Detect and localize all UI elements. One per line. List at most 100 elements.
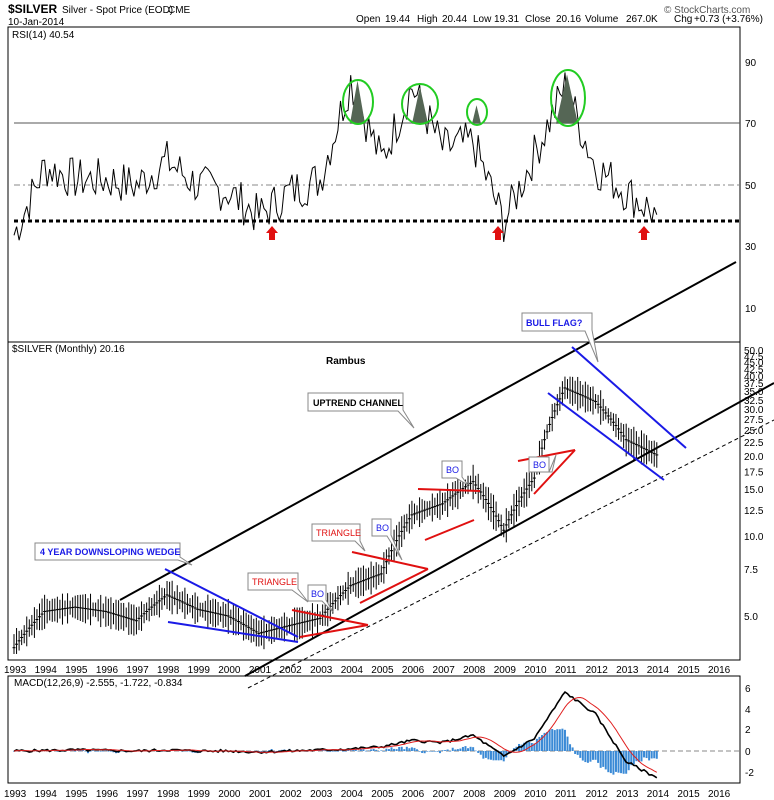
macd-hist-bar: [273, 751, 276, 752]
macd-panel-label: MACD(12,26,9) -2.555, -1.722, -0.834: [14, 678, 183, 689]
price-tick-label: 40.0: [744, 372, 764, 383]
macd-hist-bar: [614, 751, 617, 772]
open-label: Open: [356, 14, 380, 25]
macd-hist-bar: [597, 751, 600, 763]
macd-hist-bar: [365, 750, 367, 752]
x-tick-label: 1998: [157, 665, 180, 676]
x-tick-label: 2002: [279, 665, 302, 676]
macd-hist-bar: [535, 738, 538, 751]
x-tick-label: 2013: [616, 665, 639, 676]
price-tick-label: 17.5: [744, 467, 764, 478]
x-tick-label: 2013: [616, 789, 639, 800]
macd-hist-bar: [278, 750, 281, 751]
x-tick-label: 2000: [218, 665, 241, 676]
macd-hist-bar: [543, 732, 546, 751]
macd-hist-bar: [395, 749, 398, 751]
rsi-peak-fill: [472, 105, 481, 124]
macd-hist-bar: [484, 751, 487, 758]
bo2-label: BO: [376, 523, 389, 533]
macd-hist-bar: [589, 751, 592, 762]
rsi-peak-fill: [350, 80, 365, 124]
macd-tick-2: 2: [745, 725, 751, 736]
macd-hist-bar: [648, 751, 651, 761]
price-tick-label: 20.0: [744, 452, 764, 463]
author-label: Rambus: [326, 356, 366, 367]
x-tick-label: 2008: [463, 665, 486, 676]
x-tick-label: 2007: [433, 665, 456, 676]
macd-hist-bar: [385, 748, 388, 751]
macd-tick-4: 4: [745, 705, 751, 716]
macd-hist-bar: [650, 751, 653, 759]
macd-hist-bar: [604, 751, 607, 770]
rsi-support-arrow-3: [638, 226, 650, 240]
x-tick-label: 2016: [708, 789, 731, 800]
x-tick-label: 2009: [494, 789, 517, 800]
x-tick-label: 2010: [524, 665, 547, 676]
range-lower-line: [424, 519, 475, 541]
volume-value: 267.0K: [626, 14, 658, 25]
macd-hist-bar: [94, 751, 97, 752]
low-value: 19.31: [494, 14, 519, 25]
macd-hist-bar: [99, 751, 102, 752]
rsi-peak-fill: [412, 86, 428, 124]
macd-signal-line: [13, 696, 658, 773]
macd-hist-bar: [637, 751, 640, 762]
price-tick-label: 42.5: [744, 365, 764, 376]
macd-hist-bar: [97, 751, 100, 752]
macd-hist-bar: [265, 751, 268, 752]
macd-hist-bar: [477, 751, 480, 753]
macd-hist-bar: [109, 751, 112, 752]
triangle1-label: TRIANGLE: [252, 577, 297, 587]
macd-hist-bar: [324, 750, 327, 752]
x-tick-label: 1996: [96, 789, 119, 800]
macd-hist-bar: [640, 751, 643, 762]
macd-hist-bar: [416, 749, 419, 751]
macd-hist-bar: [189, 750, 191, 752]
macd-hist-bar: [581, 751, 584, 761]
macd-hist-bar: [163, 750, 166, 752]
macd-hist-bar: [479, 751, 482, 755]
macd-hist-bar: [339, 750, 342, 751]
price-tick-label: 5.0: [744, 612, 758, 623]
bo3-label: BO: [446, 465, 459, 475]
macd-hist-bar: [418, 751, 421, 752]
macd-hist-bar: [561, 728, 564, 751]
macd-hist-bar: [92, 750, 95, 752]
x-tick-label: 2005: [371, 789, 394, 800]
macd-hist-bar: [342, 751, 345, 752]
macd-hist-bar: [444, 750, 447, 751]
rsi-tick-10: 10: [745, 304, 757, 315]
macd-hist-bar: [84, 750, 87, 752]
price-tick-label: 50.0: [744, 346, 764, 357]
macd-hist-bar: [347, 749, 350, 751]
macd-hist-bar: [359, 748, 362, 751]
rsi-panel-label: RSI(14) 40.54: [12, 30, 75, 41]
macd-hist-bar: [112, 751, 115, 753]
macd-hist-bar: [89, 751, 92, 752]
rsi-tick-90: 90: [745, 58, 757, 69]
macd-hist-bar: [446, 749, 449, 751]
macd-hist-bar: [400, 746, 403, 751]
macd-hist-bar: [104, 750, 107, 752]
uptrend-label: UPTREND CHANNEL: [313, 398, 404, 408]
macd-tick-6: 6: [745, 684, 751, 695]
macd-hist-bar: [571, 747, 574, 751]
x-tick-label: 1993: [4, 789, 27, 800]
wedge-upper-line: [164, 568, 299, 638]
bo4-label: BO: [533, 460, 546, 470]
x-tick-label: 2001: [249, 665, 272, 676]
macd-hist-bar: [428, 750, 431, 752]
x-tick-label: 1996: [96, 665, 119, 676]
macd-hist-bar: [380, 750, 383, 752]
rsi-support-arrow-1: [266, 226, 278, 240]
bo1-callout: BO: [307, 584, 334, 613]
macd-hist-bar: [408, 748, 411, 751]
symbol-name: Silver - Spot Price (EOD): [62, 5, 173, 16]
triangle1-callout: TRIANGLE: [247, 572, 309, 603]
lower-channel-line: [244, 382, 774, 677]
macd-histogram: [13, 728, 658, 775]
macd-hist-bar: [398, 747, 401, 751]
macd-hist-bar: [370, 749, 373, 751]
price-tick-label: 35.0: [744, 387, 764, 398]
macd-hist-bar: [334, 751, 337, 752]
